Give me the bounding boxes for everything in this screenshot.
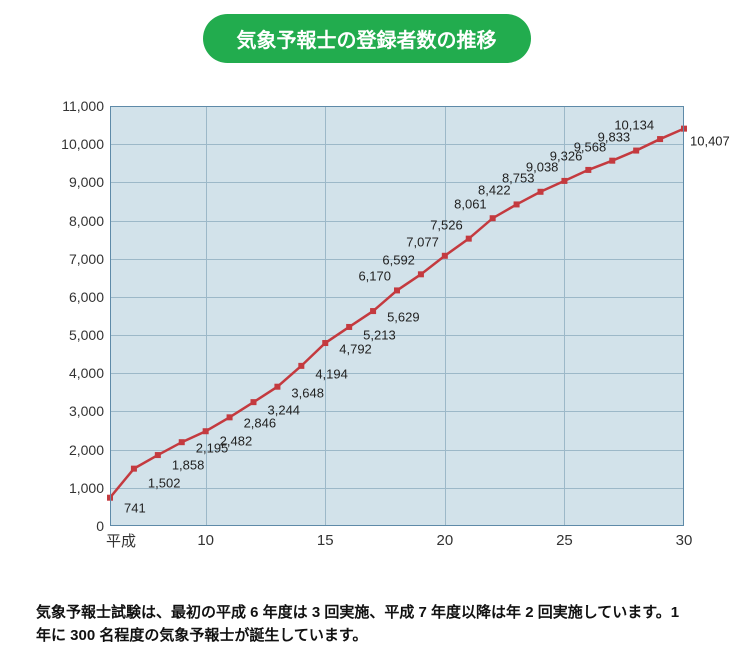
y-tick-label: 3,000 bbox=[69, 403, 110, 419]
series-marker bbox=[251, 399, 257, 405]
data-label: 3,648 bbox=[291, 385, 324, 400]
data-label: 5,213 bbox=[363, 327, 396, 342]
y-tick-label: 4,000 bbox=[69, 365, 110, 381]
data-label: 4,792 bbox=[339, 342, 372, 357]
series-marker bbox=[585, 167, 591, 173]
series-marker bbox=[657, 136, 663, 142]
data-label: 1,502 bbox=[148, 475, 181, 490]
data-label: 10,407 bbox=[690, 133, 730, 148]
series-marker bbox=[298, 363, 304, 369]
y-tick-label: 11,000 bbox=[62, 98, 110, 114]
y-tick-label: 10,000 bbox=[61, 136, 110, 152]
data-label: 4,194 bbox=[315, 366, 348, 381]
series-marker bbox=[394, 287, 400, 293]
data-label: 6,592 bbox=[382, 253, 415, 268]
x-tick-label: 20 bbox=[436, 526, 453, 549]
chart-container: 7411,5021,8582,1952,4822,8463,2443,6484,… bbox=[48, 98, 692, 576]
x-tick-label: 10 bbox=[197, 526, 214, 549]
series-marker bbox=[514, 201, 520, 207]
x-tick-label: 15 bbox=[317, 526, 334, 549]
series-marker bbox=[179, 439, 185, 445]
data-label: 8,061 bbox=[454, 197, 487, 212]
data-label: 7,526 bbox=[430, 217, 463, 232]
series-marker bbox=[490, 215, 496, 221]
y-tick-label: 1,000 bbox=[69, 480, 110, 496]
series-marker bbox=[370, 308, 376, 314]
plot-area: 7411,5021,8582,1952,4822,8463,2443,6484,… bbox=[110, 106, 684, 526]
data-label: 2,846 bbox=[244, 416, 277, 431]
series-marker bbox=[633, 148, 639, 154]
series-marker bbox=[346, 324, 352, 330]
data-label: 7,077 bbox=[406, 234, 439, 249]
series-marker bbox=[155, 452, 161, 458]
data-label: 6,170 bbox=[358, 269, 391, 284]
y-tick-label: 2,000 bbox=[69, 442, 110, 458]
series-marker bbox=[442, 253, 448, 259]
x-tick-label: 30 bbox=[676, 526, 693, 549]
chart-title: 気象予報士の登録者数の推移 bbox=[203, 14, 531, 63]
series-marker bbox=[227, 414, 233, 420]
y-tick-label: 7,000 bbox=[69, 251, 110, 267]
series-marker bbox=[131, 466, 137, 472]
x-era-label: 平成 bbox=[106, 526, 136, 551]
series-marker bbox=[609, 158, 615, 164]
y-tick-label: 9,000 bbox=[69, 174, 110, 190]
data-label: 10,134 bbox=[614, 118, 654, 133]
caption-text: 気象予報士試験は、最初の平成 6 年度は 3 回実施、平成 7 年度以降は年 2… bbox=[36, 601, 697, 648]
y-tick-label: 6,000 bbox=[69, 289, 110, 305]
series-marker bbox=[681, 126, 687, 132]
series-marker bbox=[466, 236, 472, 242]
data-label: 5,629 bbox=[387, 310, 420, 325]
series-marker bbox=[538, 189, 544, 195]
y-tick-label: 0 bbox=[96, 518, 110, 534]
y-tick-label: 5,000 bbox=[69, 327, 110, 343]
series-marker bbox=[322, 340, 328, 346]
data-label: 1,858 bbox=[172, 458, 205, 473]
series-marker bbox=[561, 178, 567, 184]
y-tick-label: 8,000 bbox=[69, 213, 110, 229]
data-label: 741 bbox=[124, 500, 146, 515]
data-label: 3,244 bbox=[268, 403, 301, 418]
series-marker bbox=[274, 384, 280, 390]
data-label: 2,482 bbox=[220, 434, 253, 449]
x-tick-label: 25 bbox=[556, 526, 573, 549]
series-marker bbox=[418, 271, 424, 277]
series-marker bbox=[203, 428, 209, 434]
